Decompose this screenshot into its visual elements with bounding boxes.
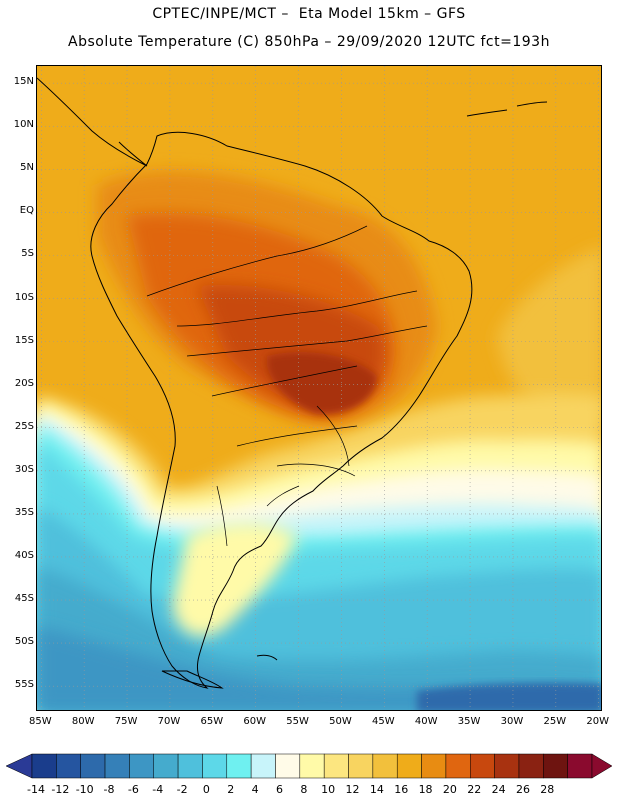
colorbar-tick-label: 26 [515, 783, 530, 796]
lat-label: 5S [21, 248, 34, 260]
lon-label: 80W [71, 716, 95, 727]
lat-label: 15S [14, 334, 34, 346]
colorbar-tick-label: 0 [202, 783, 210, 796]
lon-label: 60W [243, 716, 266, 727]
colorbar-segment [202, 753, 228, 779]
colorbar-segment [31, 753, 57, 779]
colorbar-tick-label: 24 [491, 783, 506, 796]
colorbar-segment [445, 753, 471, 779]
lat-label: 40S [14, 549, 34, 561]
south-america-coast [90, 131, 473, 689]
lat-label: 35S [14, 506, 34, 518]
lon-label: 45W [372, 716, 395, 727]
lat-label: 10S [14, 291, 34, 303]
central-america-coast [37, 77, 148, 167]
lat-label: 50S [14, 636, 34, 648]
colorbar-tick-label: 16 [394, 783, 409, 796]
colorbar-tick-label: -6 [127, 783, 139, 796]
colorbar-segment [275, 753, 301, 779]
colorbar-segment [518, 753, 544, 779]
colorbar-segment [177, 753, 203, 779]
colorbar [5, 753, 613, 779]
map-title-line1: CPTEC/INPE/MCT – Eta Model 15km – GFS [152, 6, 466, 22]
tierra-del-fuego [161, 670, 224, 689]
colorbar-tick-label: -8 [103, 783, 115, 796]
lon-label: 65W [200, 716, 224, 727]
colorbar-segment [129, 753, 154, 779]
andes-warm-tongue [172, 522, 297, 637]
lat-label: 5N [20, 162, 34, 174]
colorbar-segment [153, 753, 179, 779]
colorbar-tick-label: -14 [27, 783, 45, 796]
colorbar-tick-label: -4 [152, 783, 164, 796]
colorbar-segment [372, 753, 398, 779]
band-m10 [417, 682, 601, 710]
lon-label: 85W [28, 716, 52, 727]
colorbar-segment [348, 753, 374, 779]
lon-label: 40W [414, 716, 438, 727]
lon-label: 20W [586, 716, 610, 727]
colorbar-segment [299, 753, 325, 779]
colorbar-tick-label: 2 [227, 783, 235, 796]
lat-label: 45S [14, 593, 34, 605]
colorbar-left-cap [5, 753, 33, 779]
coastline [37, 77, 548, 689]
colorbar-tick-label: -10 [75, 783, 94, 796]
lat-label: 55S [14, 679, 34, 691]
colorbar-segment [104, 753, 130, 779]
temperature-map[interactable] [36, 65, 602, 711]
colorbar-segment [323, 753, 349, 779]
colorbar-tick-label: -2 [176, 783, 188, 796]
lat-label: 20S [14, 377, 34, 389]
colorbar-tick-label: 8 [300, 783, 308, 796]
colorbar-segment [56, 753, 81, 779]
lat-label: EQ [19, 205, 34, 217]
temperature-field [37, 171, 601, 710]
colorbar-tick-label: 12 [345, 783, 360, 796]
lat-label: 10N [13, 119, 34, 131]
colorbar-tick-label: 10 [321, 783, 336, 796]
lon-label: 70W [157, 716, 181, 727]
colorbar-segment [543, 753, 568, 779]
colorbar-tick-label: 6 [275, 783, 283, 796]
political-boundaries [146, 225, 428, 547]
colorbar-segment [80, 753, 106, 779]
lat-label: 30S [14, 463, 34, 475]
colorbar-tick-label: 20 [442, 783, 457, 796]
colorbar-right-cap [591, 753, 613, 779]
colorbar-segment [226, 753, 252, 779]
lon-label: 50W [329, 716, 352, 727]
lat-label: 15N [13, 76, 34, 88]
map-title-line2: Absolute Temperature (C) 850hPa – 29/09/… [68, 34, 550, 50]
colorbar-tick-label: 18 [418, 783, 433, 796]
colorbar-tick-label: 4 [251, 783, 259, 796]
lon-label: 55W [286, 716, 309, 727]
colorbar-segment [421, 753, 447, 779]
colorbar-segment [470, 753, 495, 779]
lon-label: 75W [114, 716, 138, 727]
lon-label: 35W [457, 716, 481, 727]
warm-band-east [497, 246, 601, 426]
colorbar-tick-label: 28 [540, 783, 555, 796]
lon-label: 30W [500, 716, 524, 727]
colorbar-segment [250, 753, 276, 779]
colorbar-tick-label: 14 [369, 783, 384, 796]
falkland-islands [256, 654, 278, 661]
lat-label: 25S [14, 420, 34, 432]
colorbar-segment [494, 753, 520, 779]
colorbar-segment [567, 753, 593, 779]
colorbar-segment [396, 753, 422, 779]
colorbar-tick-label: -12 [51, 783, 70, 796]
colorbar-tick-label: 22 [467, 783, 482, 796]
lon-label: 25W [543, 716, 567, 727]
caribbean-islands [466, 101, 548, 117]
